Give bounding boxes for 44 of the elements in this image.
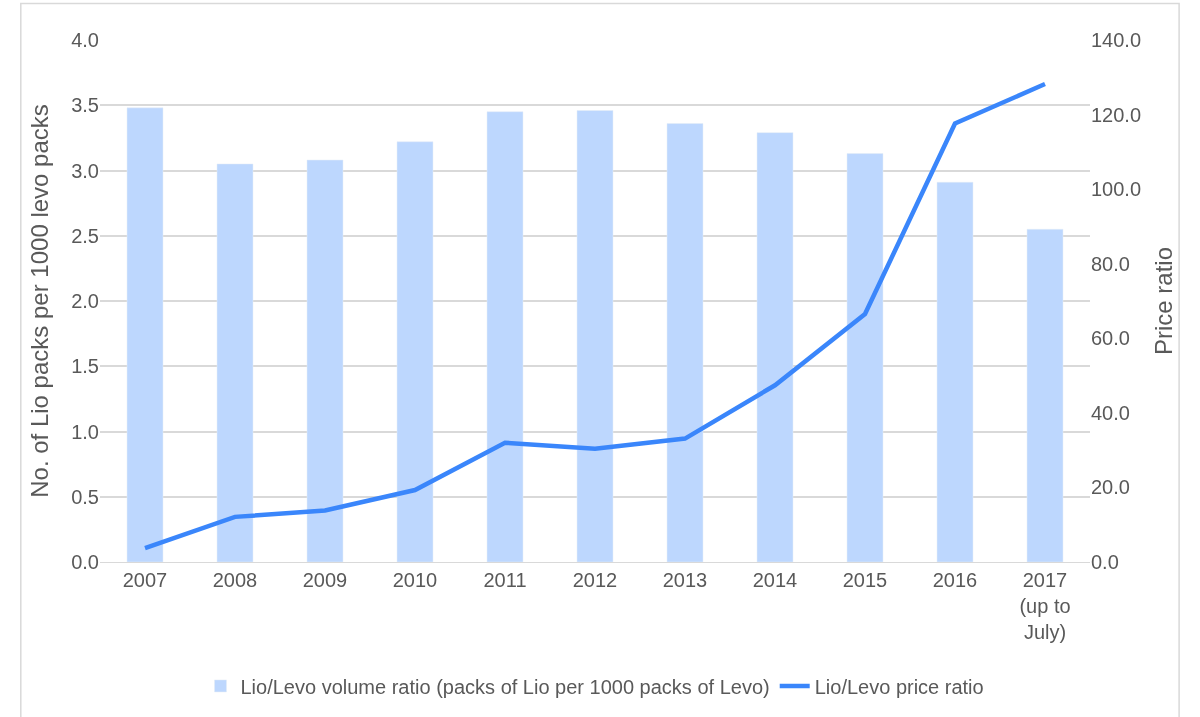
- y-tick-label: 2.5: [71, 224, 99, 247]
- y2-tick-label: 0.0: [1091, 551, 1119, 573]
- x-tick-label: 2010: [392, 569, 438, 591]
- x-tick-label: 2016: [932, 569, 978, 591]
- legend-label: Lio/Levo volume ratio (packs of Lio per 1000 packs of Levo): [240, 675, 770, 698]
- y2-tick-label: 80.0: [1091, 252, 1130, 275]
- y-tick-label: 3.0: [71, 159, 99, 182]
- bar: [486, 111, 524, 562]
- bar: [1026, 228, 1064, 562]
- y-tick-label: 0.0: [71, 551, 99, 573]
- y-axis-title: No. of Lio packs per 1000 levo packs: [26, 104, 54, 498]
- x-tick-label: 2012: [572, 569, 618, 591]
- bar: [846, 153, 884, 562]
- y2-tick-label: 120.0: [1091, 103, 1142, 126]
- y-tick-label: 4.0: [71, 29, 99, 51]
- bar: [306, 159, 344, 562]
- x-tick-label: 2009: [302, 569, 348, 591]
- line-series: [142, 81, 1048, 551]
- x-tick-label: 2015: [842, 569, 888, 591]
- y-tick-label: 3.5: [71, 94, 99, 117]
- y-tick-label: 2.0: [71, 290, 99, 312]
- bar: [666, 123, 704, 562]
- y-tick-label: 1.0: [71, 420, 99, 443]
- y2-tick-label: 100.0: [1091, 178, 1142, 201]
- bar: [756, 132, 794, 562]
- legend-label: Lio/Levo price ratio: [814, 675, 984, 698]
- y2-tick-label: 20.0: [1091, 476, 1130, 499]
- y2-tick-label: 60.0: [1091, 327, 1130, 350]
- bar: [396, 141, 434, 562]
- bar: [216, 163, 254, 562]
- y-tick-label: 1.5: [71, 355, 99, 378]
- x-tick-label: 2011: [483, 569, 527, 591]
- x-tick-label: 2013: [662, 569, 708, 591]
- x-tick-label: 2007: [122, 569, 168, 591]
- bar: [126, 107, 164, 562]
- y2-tick-label: 40.0: [1091, 401, 1130, 424]
- x-tick-label: 2014: [752, 569, 798, 591]
- y-tick-label: 0.5: [71, 485, 99, 508]
- y2-axis-title: Price ratio: [1150, 246, 1178, 356]
- y2-tick-label: 140.0: [1091, 29, 1142, 51]
- bar: [576, 110, 614, 562]
- x-tick-label: 2017 (up to July): [1019, 569, 1071, 643]
- x-tick-label: 2008: [212, 569, 258, 591]
- bar: [936, 182, 974, 562]
